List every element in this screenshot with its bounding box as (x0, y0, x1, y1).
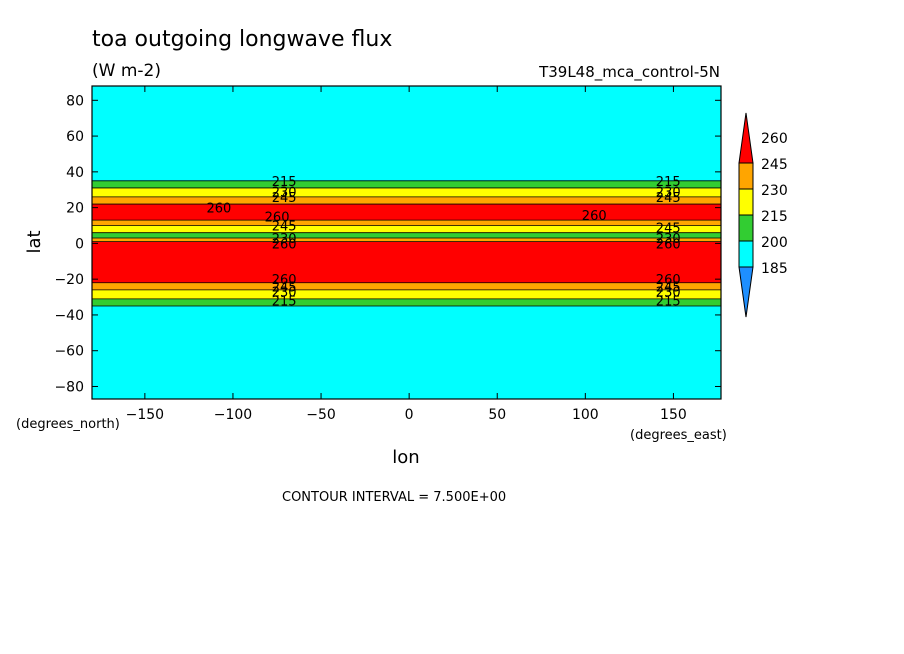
colorbar-swatch-0 (738, 266, 754, 318)
contour-label-13: 230 (656, 186, 681, 201)
contour-label-9: 245 (272, 280, 297, 295)
colorbar-swatch-5 (738, 112, 754, 164)
contour-lines (92, 180, 721, 307)
x-tick-label-3: 0 (405, 407, 414, 423)
contour-label-7: 260 (272, 237, 297, 252)
colorbar-swatch-3 (738, 188, 754, 216)
x-axis-label: lon (392, 447, 419, 468)
colorbar-label-5: 260 (761, 131, 788, 147)
contour-label-17: 230 (656, 232, 681, 247)
contour-label-3: 260 (207, 202, 232, 217)
plot-frame (91, 85, 722, 400)
flux-band-11 (92, 187, 721, 197)
y-tick-label-1: −60 (54, 344, 84, 360)
colorbar-swatch-2 (738, 214, 754, 242)
run-label: T39L48_mca_control-5N (538, 63, 720, 82)
x-tick-label-4: 50 (488, 407, 506, 423)
flux-band-13 (92, 86, 721, 181)
flux-band-8 (92, 220, 721, 226)
y-tick-label-2: −40 (54, 308, 84, 324)
contour-label-18: 260 (656, 237, 681, 252)
chart-units: (W m-2) (92, 61, 161, 81)
contour-label-20: 245 (656, 280, 681, 295)
contour-label-1: 230 (272, 186, 297, 201)
flux-band-0 (92, 305, 721, 399)
contour-labels: 2152302452602602452302602602452302152152… (207, 175, 681, 310)
x-tick-label-5: 100 (572, 407, 599, 423)
x-tick-label-0: −150 (126, 407, 164, 423)
flux-band-5 (92, 238, 721, 242)
contour-label-4: 260 (265, 211, 290, 226)
y-tick-label-7: 60 (66, 129, 84, 145)
flux-band-2 (92, 289, 721, 299)
y-tick-label-8: 80 (66, 93, 84, 109)
x-axis: −150 −100 −50 0 50 100 150 (126, 86, 687, 423)
contour-label-0: 215 (272, 175, 297, 190)
y-tick-label-4: 0 (75, 236, 84, 252)
flux-band-7 (92, 225, 721, 233)
contour-label-2: 245 (272, 191, 297, 206)
flux-band-6 (92, 232, 721, 239)
contour-label-14: 245 (656, 191, 681, 206)
contour-label-19: 260 (656, 273, 681, 288)
plot-fill (92, 86, 721, 399)
y-tick-label-5: 20 (66, 201, 84, 217)
x-tick-label-1: −100 (214, 407, 252, 423)
flux-band-12 (92, 180, 721, 188)
contour-interval-label: CONTOUR INTERVAL = 7.500E+00 (282, 490, 506, 505)
y-tick-label-3: −20 (54, 272, 84, 288)
contour-label-11: 215 (272, 295, 297, 310)
y-axis: −80 −60 −40 −20 0 20 40 60 80 (54, 93, 721, 395)
colorbar-label-4: 245 (761, 157, 788, 173)
contour-label-12: 215 (656, 175, 681, 190)
colorbar-swatch-1 (738, 240, 754, 268)
y-axis-label: lat (24, 230, 45, 253)
colorbar-label-1: 200 (761, 235, 788, 251)
contour-label-21: 230 (656, 286, 681, 301)
flux-band-3 (92, 282, 721, 290)
y-tick-label-0: −80 (54, 379, 84, 395)
x-units-label: (degrees_east) (630, 428, 727, 443)
x-tick-label-2: −50 (306, 407, 336, 423)
colorbar-label-2: 215 (761, 209, 788, 225)
colorbar: 185 200 215 230 245 260 (738, 112, 788, 318)
flux-band-4 (92, 241, 721, 283)
y-tick-label-6: 40 (66, 165, 84, 181)
contour-label-15: 260 (582, 209, 607, 224)
flux-band-10 (92, 196, 721, 205)
y-units-label: (degrees_north) (16, 417, 120, 432)
chart-title: toa outgoing longwave flux (92, 27, 392, 52)
colorbar-label-3: 230 (761, 183, 788, 199)
contour-label-22: 215 (656, 295, 681, 310)
contour-label-16: 245 (656, 221, 681, 236)
flux-band-9 (92, 204, 721, 221)
contour-label-6: 230 (272, 232, 297, 247)
colorbar-swatch-4 (738, 162, 754, 190)
contour-label-10: 230 (272, 286, 297, 301)
colorbar-label-0: 185 (761, 261, 788, 277)
contour-label-5: 245 (272, 220, 297, 235)
x-tick-label-6: 150 (660, 407, 687, 423)
flux-band-1 (92, 298, 721, 306)
contour-label-8: 260 (272, 273, 297, 288)
